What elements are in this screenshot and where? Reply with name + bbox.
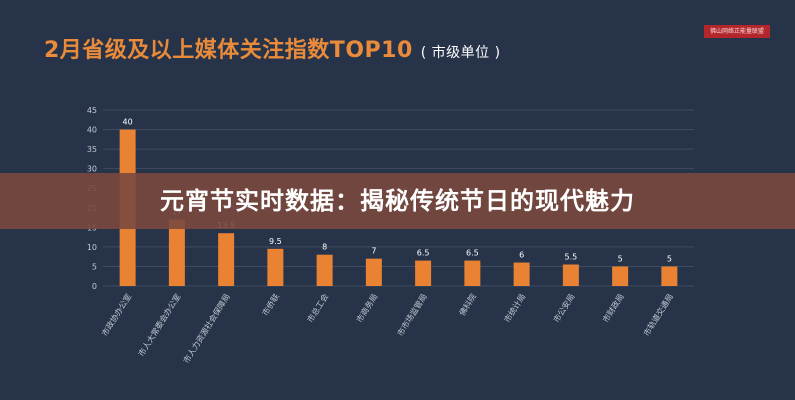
bar-value-label: 7 [371,247,376,256]
x-tick-label: 市人力资源社会保障局 [181,292,232,365]
y-tick-label: 35 [87,145,97,154]
x-tick-label: 市政协办公室 [99,292,133,338]
bar-value-label: 6.5 [466,249,479,258]
x-tick-label: 市市场监管局 [395,292,429,338]
y-tick-label: 5 [92,262,97,271]
y-tick-label: 40 [87,126,97,135]
bar-value-label: 6.5 [417,249,430,258]
bar [168,219,185,286]
bar-value-label: 6 [519,251,524,260]
bar [316,254,333,286]
bar [464,260,481,286]
x-tick-label: 市财政局 [600,292,625,324]
y-tick-label: 30 [87,165,97,174]
x-axis-ticks: 市政协办公室 市人大常委会办公室 市人力资源社会保障局 市侨联 市总工会 市商务局 市市场监… [99,292,675,365]
headline-text: 元宵节实时数据：揭秘传统节日的现代魅力 [160,187,635,215]
bar [612,266,629,286]
x-tick-label: 市轨道交通局 [641,292,675,338]
x-tick-label: 市公安局 [551,292,576,324]
x-tick-label: 市侨联 [260,292,281,318]
x-tick-label: 市人大常委会办公室 [136,292,183,358]
chart-title: 2月省级及以上媒体关注指数TOP10 ( 市级单位 ) [44,32,501,64]
headline-banner [0,173,795,229]
x-tick-label: 市商务局 [354,292,379,324]
bar-value-label: 5.5 [565,252,578,261]
bar [415,260,432,286]
x-tick-label: 市统计局 [502,292,527,324]
x-tick-label: 市总工会 [305,292,330,324]
bar-value-label: 5 [667,254,672,263]
bar-value-label: 40 [123,118,133,127]
bar [562,264,579,286]
y-tick-label: 45 [87,106,97,115]
bar [661,266,678,286]
y-tick-label: 0 [92,282,97,291]
bar [365,258,382,286]
bar [513,262,530,286]
bar-value-label: 9.5 [269,237,282,246]
bar [267,248,284,286]
y-tick-label: 10 [87,243,97,252]
x-tick-label: 佛科院 [457,292,478,318]
bar [218,233,235,286]
brand-badge: 佛山网络正能量联盟 [704,25,770,38]
bar-value-label: 5 [618,254,623,263]
chart-subtitle: ( 市级单位 ) [420,45,501,61]
chart-title-text: 2月省级及以上媒体关注指数TOP10 [44,38,413,63]
bar-value-label: 8 [322,243,327,252]
